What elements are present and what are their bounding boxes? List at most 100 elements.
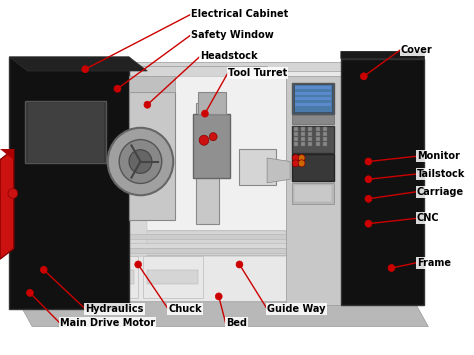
Polygon shape — [129, 76, 147, 256]
Polygon shape — [0, 149, 14, 259]
Text: Electrical Cabinet: Electrical Cabinet — [191, 9, 288, 19]
Circle shape — [8, 189, 18, 198]
Circle shape — [82, 66, 89, 73]
Polygon shape — [196, 103, 219, 224]
Bar — [309, 132, 312, 136]
Circle shape — [40, 266, 47, 273]
Circle shape — [199, 135, 209, 145]
Text: Main Drive Motor: Main Drive Motor — [60, 318, 155, 328]
Circle shape — [129, 150, 152, 173]
Circle shape — [365, 220, 372, 227]
Polygon shape — [0, 149, 14, 160]
Circle shape — [144, 101, 151, 108]
Polygon shape — [129, 76, 285, 256]
Text: Carriage: Carriage — [417, 187, 464, 197]
Bar — [316, 142, 319, 147]
Polygon shape — [9, 57, 129, 309]
Bar — [323, 126, 327, 131]
Bar — [294, 126, 298, 131]
Text: CNC: CNC — [417, 213, 439, 223]
Bar — [309, 137, 312, 141]
Bar — [294, 185, 332, 202]
Polygon shape — [129, 76, 175, 92]
Polygon shape — [267, 158, 290, 183]
Polygon shape — [239, 149, 276, 185]
Polygon shape — [83, 256, 138, 298]
Bar — [292, 115, 334, 124]
Bar — [294, 137, 298, 141]
Circle shape — [365, 195, 372, 202]
Polygon shape — [120, 231, 295, 256]
Bar — [23, 270, 73, 284]
Polygon shape — [129, 92, 175, 220]
Text: Frame: Frame — [417, 258, 451, 268]
Circle shape — [210, 133, 217, 141]
Bar — [309, 142, 312, 147]
Circle shape — [360, 73, 367, 80]
Bar — [294, 84, 332, 112]
Text: Monitor: Monitor — [417, 151, 460, 161]
Text: Hydraulics: Hydraulics — [85, 304, 144, 314]
Bar — [88, 270, 134, 284]
Circle shape — [27, 289, 33, 296]
Circle shape — [292, 154, 299, 162]
Circle shape — [298, 160, 305, 167]
Bar — [323, 137, 327, 141]
Text: Guide Way: Guide Way — [267, 304, 326, 314]
Bar — [323, 142, 327, 147]
Circle shape — [135, 261, 142, 268]
Bar — [27, 103, 104, 162]
Bar — [25, 101, 106, 163]
Bar — [301, 137, 305, 141]
Circle shape — [201, 110, 209, 117]
Bar — [316, 132, 319, 136]
Bar — [316, 126, 319, 131]
Bar — [295, 103, 331, 106]
Bar — [295, 97, 331, 100]
Bar — [295, 92, 331, 95]
Circle shape — [108, 128, 173, 195]
Bar — [294, 132, 298, 136]
Polygon shape — [9, 57, 147, 71]
Circle shape — [388, 264, 395, 272]
Polygon shape — [18, 302, 428, 327]
Bar — [323, 132, 327, 136]
Text: Chuck: Chuck — [168, 304, 202, 314]
Bar — [301, 132, 305, 136]
Bar — [301, 126, 305, 131]
Circle shape — [292, 160, 299, 167]
Polygon shape — [341, 51, 424, 59]
Bar — [295, 86, 331, 89]
Text: Headstock: Headstock — [201, 51, 258, 61]
Text: Cover: Cover — [401, 45, 432, 55]
Circle shape — [365, 158, 372, 165]
Circle shape — [365, 176, 372, 183]
Polygon shape — [285, 76, 341, 305]
Bar — [309, 126, 312, 131]
Bar — [292, 154, 334, 181]
Polygon shape — [129, 66, 267, 76]
Polygon shape — [143, 256, 202, 298]
Circle shape — [236, 261, 243, 268]
Bar — [292, 83, 334, 114]
Polygon shape — [198, 92, 226, 114]
Bar — [292, 126, 334, 153]
Circle shape — [119, 140, 162, 184]
Bar — [292, 183, 334, 204]
Polygon shape — [341, 59, 424, 305]
Polygon shape — [341, 51, 424, 59]
Circle shape — [215, 293, 222, 300]
Polygon shape — [18, 256, 78, 298]
Bar — [147, 270, 198, 284]
Text: Safety Window: Safety Window — [191, 30, 274, 40]
Polygon shape — [18, 62, 414, 71]
Polygon shape — [106, 243, 336, 248]
Bar — [294, 142, 298, 147]
Bar — [301, 142, 305, 147]
Text: Tool Turret: Tool Turret — [228, 68, 287, 78]
Text: Bed: Bed — [226, 318, 246, 328]
Text: Tailstock: Tailstock — [417, 169, 465, 179]
Polygon shape — [18, 71, 414, 302]
Circle shape — [114, 85, 121, 92]
Circle shape — [298, 154, 305, 162]
